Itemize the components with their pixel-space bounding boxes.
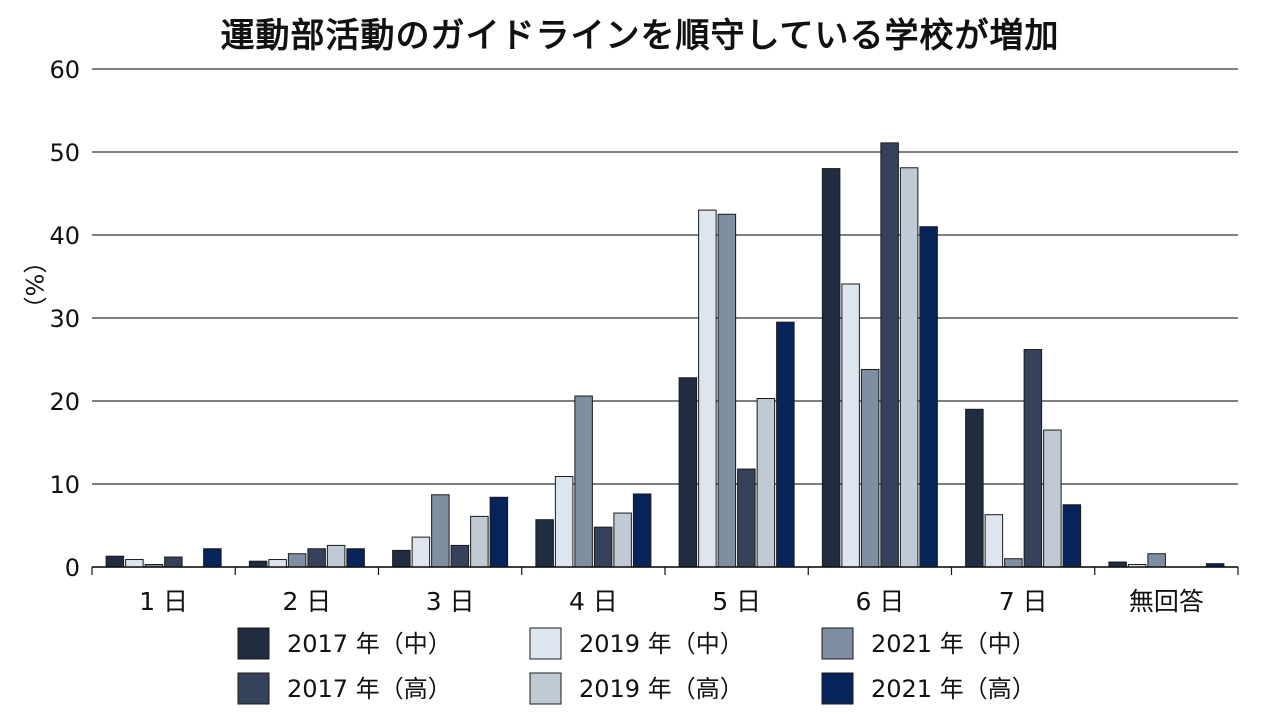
- y-axis-ticks: 0 10 20 30 40 50 60: [49, 56, 80, 582]
- bar: [899, 167, 919, 568]
- bar: [554, 476, 574, 568]
- bar: [919, 226, 938, 568]
- legend-swatch: [237, 672, 270, 705]
- bar: [965, 408, 984, 568]
- bar: [203, 548, 222, 568]
- legend-label: 2019 年（高）: [579, 675, 744, 703]
- legend-label: 2017 年（高）: [287, 675, 452, 703]
- bar: [574, 395, 593, 568]
- bar: [431, 494, 450, 568]
- y-tick-label: 0: [65, 554, 80, 582]
- x-category-label: 1 日: [139, 587, 188, 616]
- x-category-label: 6 日: [855, 587, 904, 616]
- bar: [613, 512, 632, 568]
- x-category-label: 7 日: [999, 587, 1048, 616]
- bar: [632, 493, 652, 568]
- legend-label: 2021 年（高）: [871, 675, 1036, 703]
- legend-swatch: [821, 627, 854, 660]
- y-tick-label: 30: [49, 305, 80, 333]
- bar: [776, 321, 795, 568]
- bar: [717, 213, 737, 568]
- bar: [535, 519, 554, 568]
- legend-swatch: [821, 672, 854, 705]
- chart-title: 運動部活動のガイドラインを順守している学校が増加: [220, 16, 1060, 56]
- legend-label: 2021 年（中）: [871, 630, 1036, 658]
- bar: [984, 514, 1004, 568]
- bar: [105, 555, 125, 568]
- y-axis-label: （%）: [20, 250, 48, 321]
- bar: [593, 526, 613, 568]
- legend-swatch: [237, 627, 270, 660]
- bar: [392, 549, 411, 568]
- bar: [1023, 349, 1043, 568]
- x-category-label: 4 日: [569, 587, 618, 616]
- bar: [326, 544, 346, 568]
- bar: [346, 548, 365, 568]
- bar: [1004, 558, 1023, 568]
- bar: [860, 368, 880, 568]
- bar: [489, 496, 509, 568]
- bar: [737, 468, 756, 568]
- bar: [678, 377, 698, 568]
- bar: [1043, 429, 1062, 568]
- y-tick-label: 60: [49, 56, 80, 84]
- gridlines: [92, 68, 1238, 568]
- legend-swatch: [529, 672, 562, 705]
- bar: [698, 209, 717, 568]
- legend: 2017 年（中） 2019 年（中） 2021 年（中） 2017 年（高） 2019…: [237, 627, 1036, 705]
- y-tick-label: 10: [49, 471, 80, 499]
- bars: [105, 142, 1225, 568]
- y-tick-label: 50: [49, 139, 80, 167]
- bar: [756, 398, 776, 568]
- bar: [125, 559, 144, 568]
- bar: [470, 515, 489, 568]
- legend-label: 2019 年（中）: [579, 630, 744, 658]
- x-category-label: 無回答: [1129, 587, 1204, 616]
- bar: [411, 536, 431, 568]
- bar: [1147, 553, 1166, 568]
- legend-swatch: [529, 627, 562, 660]
- bar: [248, 560, 268, 568]
- bar: [307, 548, 326, 568]
- bar: [164, 556, 183, 568]
- bar: [821, 168, 841, 568]
- y-tick-label: 40: [49, 222, 80, 250]
- bar: [880, 142, 899, 568]
- x-axis-categories: 1 日 2 日 3 日 4 日 5 日 6 日 7 日 無回答: [139, 587, 1204, 616]
- bar: [1062, 504, 1082, 568]
- x-category-label: 2 日: [282, 587, 331, 616]
- y-tick-label: 20: [49, 388, 80, 416]
- x-category-label: 3 日: [426, 587, 475, 616]
- x-axis: [91, 566, 1239, 575]
- legend-label: 2017 年（中）: [287, 630, 452, 658]
- bar: [450, 544, 470, 568]
- bar: [287, 553, 307, 568]
- bar: [841, 283, 860, 568]
- x-category-label: 5 日: [712, 587, 761, 616]
- bar: [268, 559, 287, 568]
